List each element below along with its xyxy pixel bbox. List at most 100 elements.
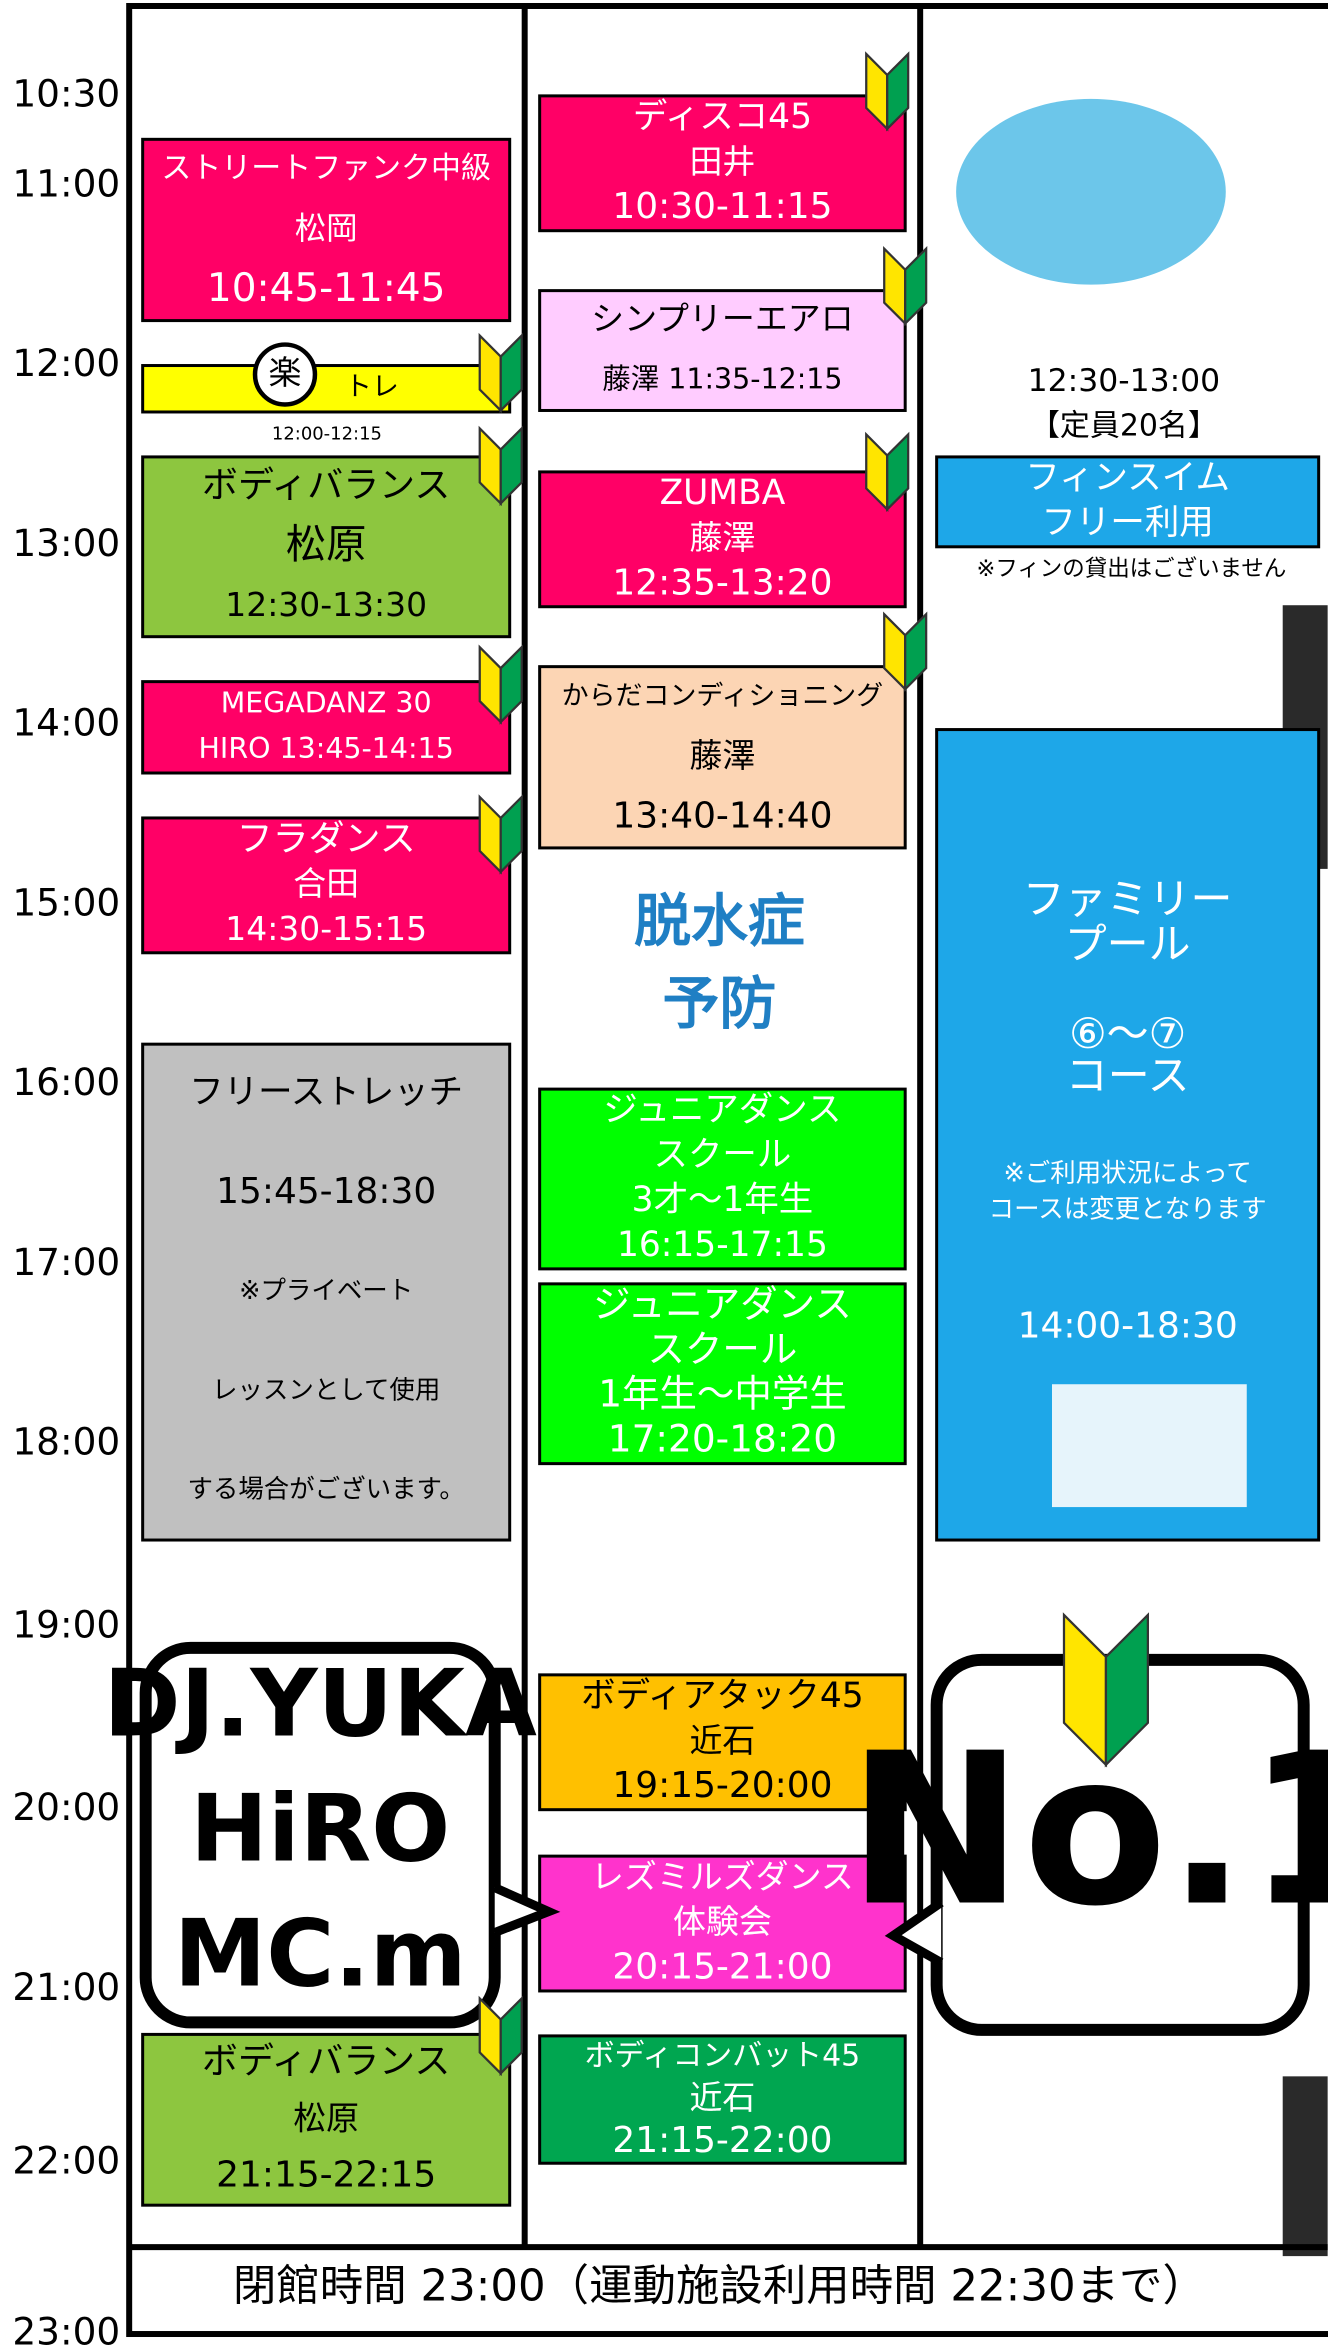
event-text: 12:35-13:20 xyxy=(612,562,832,603)
event-text: トレ xyxy=(345,372,399,403)
time-label: 15:00 xyxy=(12,880,120,924)
event-text: 14:30-15:15 xyxy=(225,909,427,948)
event-text: 楽 xyxy=(269,353,302,392)
event-box xyxy=(538,1673,907,1812)
event-text: 藤澤 xyxy=(689,518,755,557)
speech-tail xyxy=(492,1883,561,1937)
event-box xyxy=(141,364,512,414)
event-text: ⑥～⑦ xyxy=(1069,1009,1186,1058)
event-box xyxy=(935,455,1321,549)
event-text: MEGADANZ 30 xyxy=(221,686,432,719)
event-text: 近石 xyxy=(689,2078,755,2117)
swim-illustration xyxy=(956,98,1226,285)
event-text: プール xyxy=(1065,919,1191,968)
kids-illustration xyxy=(1052,1384,1247,1508)
event-text: フリーストレッチ xyxy=(189,1072,463,1112)
event-text: 松原 xyxy=(293,2098,359,2137)
event-text: レッスンとして使用 xyxy=(212,1375,440,1405)
event-text: 松岡 xyxy=(295,211,358,247)
event-text: ボディアタック45 xyxy=(581,1676,863,1716)
event-text: ディスコ45 xyxy=(633,97,812,137)
event-text: 12:30-13:00 xyxy=(1028,363,1221,399)
event-text: MC.m xyxy=(174,1899,467,2007)
event-text: 脱水症 xyxy=(634,889,805,955)
event-text: ストリートファンク中級 xyxy=(161,151,491,186)
event-text: フリー利用 xyxy=(1042,503,1214,543)
time-label: 19:00 xyxy=(12,1602,120,1646)
event-text: からだコンディショニング xyxy=(562,680,884,711)
event-text: ※ご利用状況によって xyxy=(1003,1159,1251,1189)
event-box xyxy=(538,470,907,609)
event-text: シンプリーエアロ xyxy=(591,299,854,338)
beginner-mark xyxy=(1104,1612,1150,1768)
event-text: 予防 xyxy=(663,971,777,1037)
event-box xyxy=(538,2034,907,2165)
closing-note: 閉館時間 23:00（運動施設利用時間 22:30まで） xyxy=(233,2262,1206,2312)
time-label: 16:00 xyxy=(12,1060,120,1104)
event-text: ジュニアダンス xyxy=(603,1090,841,1130)
event-text: 体験会 xyxy=(673,1902,772,1941)
event-text: 田井 xyxy=(689,142,755,181)
event-text: 21:15-22:00 xyxy=(612,2120,832,2161)
beginner-mark xyxy=(499,1995,523,2077)
event-text: レズミルズダンス xyxy=(591,1857,854,1896)
time-label: 11:00 xyxy=(12,161,120,205)
event-text: 合田 xyxy=(293,864,359,903)
event-text: コースは変更となります xyxy=(989,1194,1267,1224)
event-text: ※フィンの貸出はございません xyxy=(976,555,1286,582)
event-box xyxy=(538,289,907,412)
event-text: 19:15-20:00 xyxy=(612,1765,832,1806)
event-text: 3才～1年生 xyxy=(632,1180,814,1220)
event-text: ボディバランス xyxy=(202,465,450,506)
time-label: 23:00 xyxy=(12,2310,120,2349)
speech-tail xyxy=(884,1898,944,1967)
event-text: 近石 xyxy=(689,1721,755,1760)
event-box xyxy=(141,680,512,775)
event-text: 14:00-18:30 xyxy=(1018,1305,1238,1346)
event-text: 15:45-18:30 xyxy=(216,1171,436,1212)
beginner-mark xyxy=(886,51,910,132)
time-label: 21:00 xyxy=(12,1965,120,2009)
beginner-mark xyxy=(904,245,928,327)
event-text: フィンスイム xyxy=(1025,458,1230,498)
beginner-mark xyxy=(886,431,910,513)
event-text: HiRO xyxy=(190,1775,450,1883)
event-box xyxy=(538,1087,907,1271)
event-text: 藤澤 11:35-12:15 xyxy=(602,363,842,396)
event-text: 10:30-11:15 xyxy=(612,186,832,227)
time-label: 22:00 xyxy=(12,2139,120,2183)
event-box xyxy=(141,1042,512,1542)
event-box xyxy=(538,1282,907,1466)
event-text: DJ.YUKA xyxy=(103,1650,537,1758)
event-text: 1年生～中学生 xyxy=(598,1372,846,1416)
beginner-mark xyxy=(499,644,523,725)
frame xyxy=(126,2,1328,2338)
event-box xyxy=(538,1854,907,1993)
event-text: フラダンス xyxy=(237,818,416,859)
event-text: ファミリー xyxy=(1023,874,1233,923)
event-text: 21:15-22:15 xyxy=(216,2155,436,2196)
event-text: 16:15-17:15 xyxy=(617,1225,828,1265)
event-text: ※プライベート xyxy=(239,1276,413,1306)
event-text: 17:20-18:20 xyxy=(608,1417,837,1461)
event-box xyxy=(139,1641,501,2029)
time-label: 10:30 xyxy=(12,71,120,115)
event-text: コース xyxy=(1066,1051,1190,1100)
icon xyxy=(252,342,318,407)
event-text: 10:45-11:45 xyxy=(207,266,445,311)
event-box xyxy=(141,816,512,955)
time-label: 13:00 xyxy=(12,521,120,565)
event-text: 松原 xyxy=(286,520,367,568)
beginner-mark xyxy=(499,425,523,507)
event-text: 20:15-21:00 xyxy=(612,1946,832,1987)
time-label: 12:00 xyxy=(12,341,120,385)
event-text: ジュニアダンス xyxy=(593,1282,852,1326)
event-box xyxy=(141,455,512,639)
event-text: HIRO 13:45-14:15 xyxy=(199,732,454,765)
event-text: スクール xyxy=(648,1327,798,1371)
beginner-mark xyxy=(499,332,523,414)
time-label: 17:00 xyxy=(12,1240,120,1284)
event-text: する場合がございます。 xyxy=(187,1474,464,1504)
